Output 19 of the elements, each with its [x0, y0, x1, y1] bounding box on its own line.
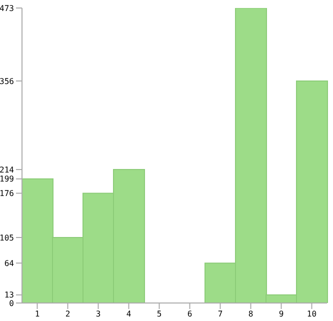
y-tick-label: 356 — [0, 76, 14, 86]
y-tick-label: 214 — [0, 165, 14, 174]
x-tick-label: 1 — [34, 310, 40, 319]
y-tick-label: 199 — [0, 174, 14, 184]
y-tick-label: 64 — [4, 258, 14, 268]
y-tick-label: 105 — [0, 233, 14, 242]
y-tick-label: 0 — [9, 298, 14, 308]
x-tick-label: 9 — [278, 310, 284, 319]
y-tick-label: 13 — [4, 290, 14, 300]
y-tick-label: 473 — [0, 4, 14, 13]
x-tick-label: 6 — [187, 310, 192, 319]
x-tick-label: 10 — [306, 310, 317, 319]
x-tick-label: 5 — [156, 310, 162, 319]
x-tick-label: 8 — [248, 310, 254, 319]
x-tick-label: 2 — [65, 310, 70, 319]
x-tick-label: 4 — [126, 310, 132, 319]
x-tick-label: 7 — [218, 310, 223, 319]
y-tick-label: 176 — [0, 189, 14, 198]
x-tick-label: 3 — [96, 310, 101, 319]
